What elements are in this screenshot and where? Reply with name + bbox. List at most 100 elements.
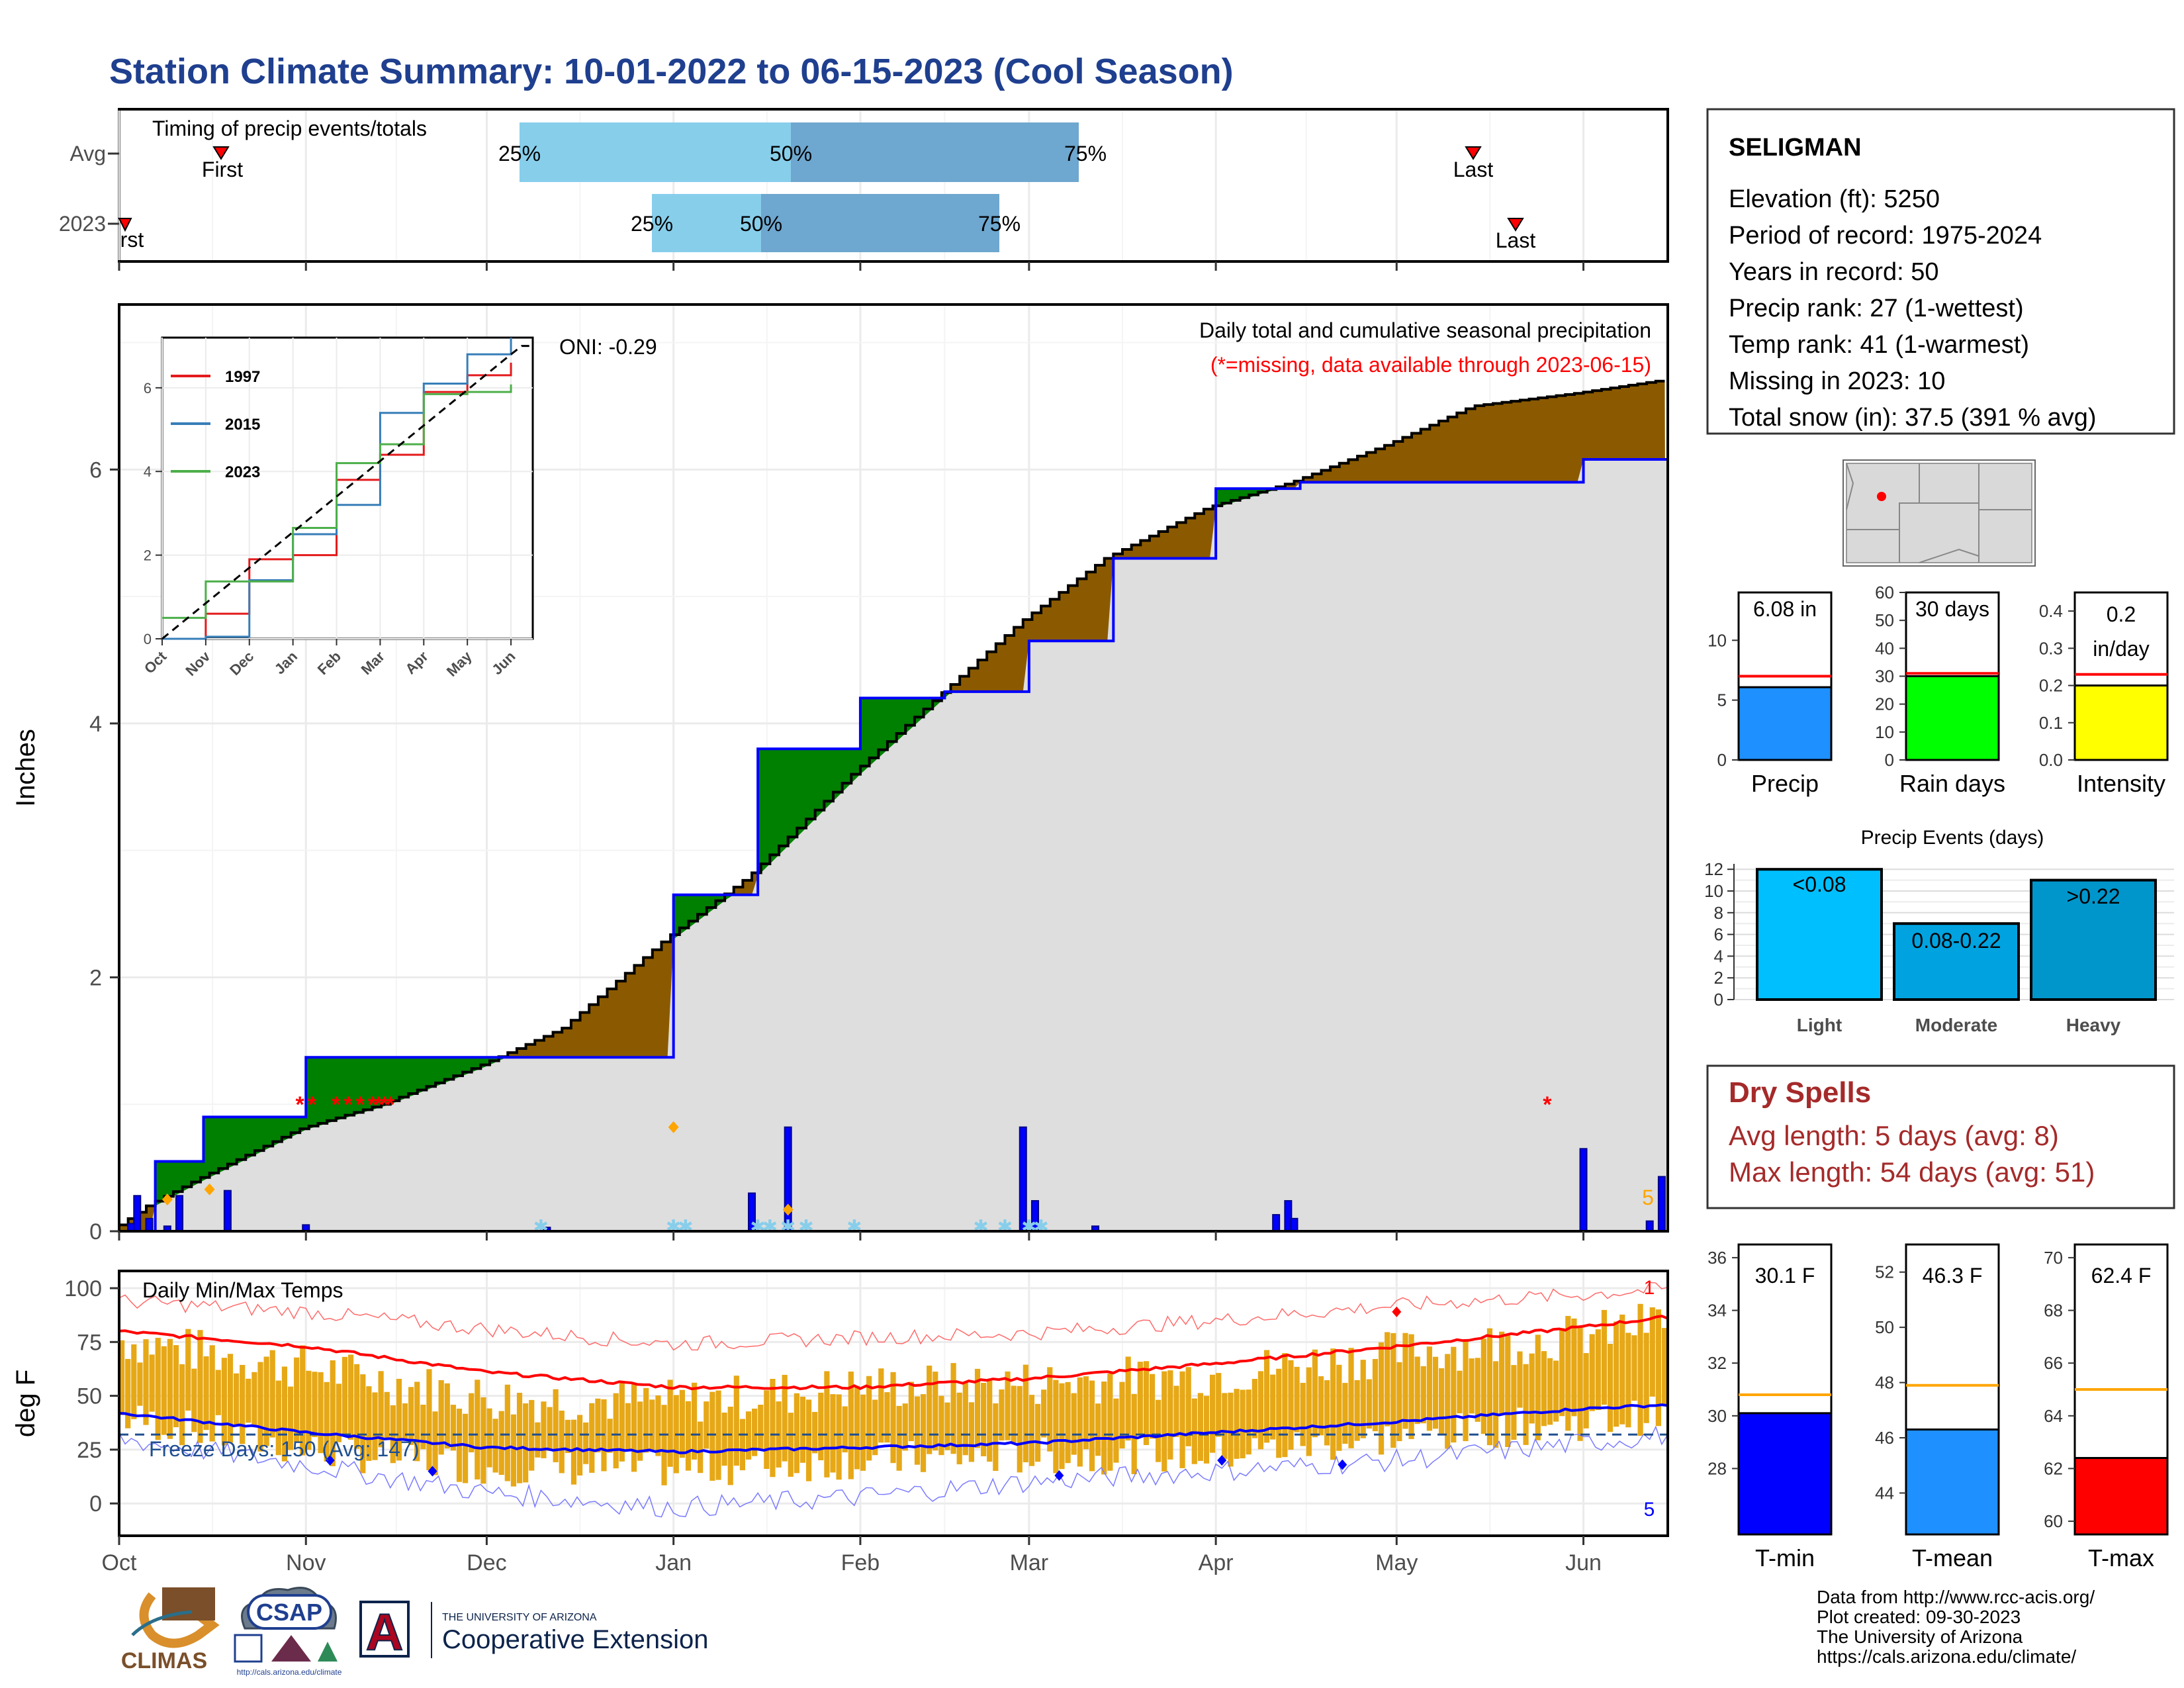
daily-temp-bar (1511, 1365, 1517, 1440)
daily-temp-bar (450, 1405, 456, 1451)
daily-temp-bar (812, 1411, 818, 1454)
daily-temp-bar (354, 1364, 360, 1449)
daily-temp-bar (788, 1413, 794, 1477)
daily-temp-bar (378, 1371, 384, 1448)
footer-line: Plot created: 09-30-2023 (1817, 1607, 2021, 1627)
rain-days-label: Rain days (1899, 770, 2005, 797)
temp-y-label: deg F (11, 1370, 40, 1437)
daily-temp-bar (1432, 1356, 1439, 1429)
cooperative-extension: Cooperative Extension (442, 1625, 708, 1654)
footer-line: The University of Arizona (1817, 1626, 2023, 1647)
daily-temp-bar (878, 1368, 884, 1443)
daily-temp-bar (553, 1389, 559, 1462)
university-logo: A THE UNIVERSITY OF ARIZONA Cooperative … (359, 1601, 708, 1662)
daily-temp-bar (860, 1394, 866, 1471)
events-y-tick-label: 4 (1714, 946, 1723, 966)
x-tick-label: Oct (102, 1550, 137, 1575)
tmin-y-tick-label: 36 (1707, 1248, 1727, 1268)
daily-precip-bar (175, 1195, 184, 1231)
daily-temp-bar (890, 1372, 896, 1464)
daily-temp-bar (257, 1362, 263, 1452)
rain-days-y-tick-label: 50 (1875, 610, 1894, 630)
daily-temp-bar (637, 1401, 643, 1461)
daily-temp-bar (1228, 1392, 1234, 1467)
avg-last-label: Last (1453, 158, 1494, 181)
daily-temp-bar (824, 1371, 830, 1477)
rain-days-y-tick-label: 10 (1875, 722, 1894, 742)
daily-temp-bar (480, 1397, 486, 1484)
snow-marker: ✱ (780, 1216, 796, 1237)
daily-temp-bar (1113, 1398, 1119, 1463)
snow-marker: ✱ (798, 1216, 813, 1237)
missing-data-marker: * (386, 1092, 395, 1117)
tmean-y-tick-label: 44 (1875, 1483, 1894, 1503)
daily-temp-bar (1348, 1348, 1354, 1448)
daily-temp-bar (854, 1385, 860, 1470)
daily-temp-bar (1451, 1346, 1457, 1443)
timing-panel: Timing of precip events/totals Avg 2023 … (59, 108, 1669, 263)
climas-logo-text: CLIMAS (121, 1648, 207, 1673)
daily-temp-bar (475, 1380, 480, 1479)
events-title: Precip Events (days) (1861, 827, 2044, 849)
daily-temp-bar (336, 1383, 341, 1442)
daily-temp-bar (933, 1372, 938, 1451)
daily-temp-bar (1499, 1331, 1505, 1415)
daily-temp-bar (1396, 1362, 1402, 1442)
daily-temp-bar (263, 1356, 269, 1446)
events-y-tick-label: 12 (1704, 859, 1723, 879)
precip-corner-count: 5 (1642, 1186, 1654, 1209)
temp-y-tick-label: 100 (64, 1276, 102, 1301)
daily-temp-bar (631, 1383, 637, 1472)
daily-temp-bar (999, 1389, 1005, 1441)
rain-days-y-tick-label: 30 (1875, 667, 1894, 686)
footer: Data from http://www.rcc-acis.org/Plot c… (121, 1587, 2095, 1677)
y2023-p75: 75% (978, 212, 1021, 236)
missing-data-marker: * (308, 1092, 317, 1117)
daily-precip-bar (1019, 1126, 1027, 1231)
x-tick-label: Jun (1565, 1550, 1602, 1575)
daily-temp-bar (914, 1396, 921, 1465)
daily-precip-bar (784, 1126, 792, 1231)
tmin-y-tick-label: 30 (1707, 1406, 1727, 1426)
tmax-y-tick-label: 66 (2044, 1353, 2063, 1373)
max-event-diamond (204, 1183, 215, 1196)
daily-temp-bar (1294, 1366, 1300, 1432)
daily-temp-bar (848, 1371, 854, 1479)
daily-temp-bar (1318, 1376, 1324, 1436)
daily-temp-bar (927, 1365, 933, 1454)
daily-temp-bar (685, 1401, 692, 1471)
daily-temp-bar (347, 1354, 354, 1440)
station-info-line: Temp rank: 41 (1-warmest) (1729, 331, 2029, 359)
tmin-y-tick-label: 32 (1707, 1353, 1727, 1373)
daily-temp-bar (408, 1387, 414, 1445)
avg-p25: 25% (498, 142, 541, 165)
tmin-y-tick-label: 28 (1707, 1458, 1727, 1478)
daily-temp-bar (920, 1394, 927, 1472)
record-min-line (119, 1425, 1668, 1518)
daily-temp-bar (727, 1407, 733, 1485)
page-title: Station Climate Summary: 10-01-2022 to 0… (109, 52, 1234, 91)
intensity-value-unit: in/day (2093, 637, 2149, 661)
inset-legend-label: 2015 (225, 416, 260, 434)
avg-row-label: Avg (69, 142, 106, 165)
daily-temp-bar (1257, 1371, 1264, 1450)
daily-temp-bar (1234, 1389, 1240, 1459)
tmean-y-tick-label: 50 (1875, 1317, 1894, 1337)
daily-temp-bar (492, 1419, 498, 1473)
locator-map (1843, 459, 2036, 567)
daily-temp-bar (1577, 1326, 1583, 1441)
daily-temp-bar (197, 1330, 203, 1443)
daily-temp-bar (1028, 1395, 1035, 1466)
x-tick-label: Mar (1010, 1550, 1049, 1575)
tmax-value: 62.4 F (2091, 1264, 2152, 1288)
rain-days-y-tick-label: 40 (1875, 638, 1894, 658)
daily-temp-bar (968, 1402, 975, 1462)
daily-temp-bar (341, 1356, 348, 1435)
daily-temp-bar (137, 1362, 143, 1406)
max-event-diamond (782, 1203, 794, 1216)
daily-temp-bar (547, 1407, 553, 1451)
daily-temp-bar (1583, 1353, 1589, 1429)
daily-temp-bar (161, 1346, 167, 1435)
daily-temp-bar (1643, 1333, 1649, 1423)
